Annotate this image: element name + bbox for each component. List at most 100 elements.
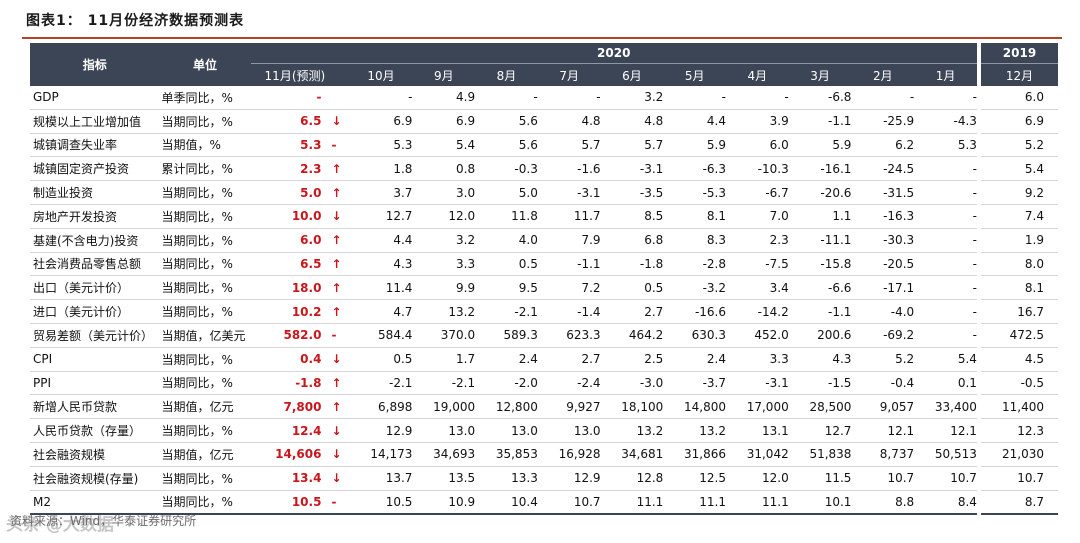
indicator-name: 社会消费品零售总额	[30, 252, 160, 277]
forecast-value: -1.8	[250, 371, 328, 396]
indicator-unit: 当期同比，%	[159, 418, 251, 443]
trend-arrow-icon: ↑	[327, 275, 350, 301]
monthly-value: 0.8	[412, 156, 476, 182]
monthly-value: 0.5	[600, 275, 664, 301]
monthly-value: 11.8	[475, 204, 538, 229]
indicator-unit: 当期值，%	[159, 133, 251, 158]
monthly-value: -25.9	[851, 109, 915, 134]
indicator-name: 出口（美元计价）	[30, 275, 160, 301]
header-month: 7月	[537, 63, 601, 86]
monthly-value: -	[914, 252, 977, 277]
dec-2019-value: 4.5	[980, 347, 1058, 372]
monthly-value: -	[349, 86, 413, 110]
monthly-value: 3.7	[349, 180, 413, 205]
monthly-value: 12.0	[726, 466, 789, 491]
indicator-unit: 当期值，亿元	[159, 442, 251, 467]
monthly-value: 2.5	[600, 347, 664, 372]
indicator-name: CPI	[30, 347, 160, 372]
monthly-value: 34,681	[600, 442, 664, 467]
trend-arrow-icon: ↑	[327, 156, 350, 182]
monthly-value: 2.7	[600, 299, 664, 324]
header-month: 3月	[788, 63, 852, 86]
header-indicator: 指标	[30, 43, 160, 86]
trend-arrow-icon: ↓	[327, 466, 350, 491]
monthly-value: 4.3	[788, 347, 852, 372]
monthly-value: 10.4	[475, 490, 538, 516]
header-month: 6月	[600, 63, 664, 86]
monthly-value: -16.3	[851, 204, 915, 229]
forecast-value: 5.3	[250, 133, 328, 158]
table-row: 社会消费品零售总额 当期同比，% 6.5 ↑ 4.3 3.3 0.5 -1.1 -1.8 -2.8…	[30, 252, 1058, 277]
monthly-value: 5.7	[537, 133, 601, 158]
monthly-value: 3.0	[412, 180, 476, 205]
monthly-value: 10.9	[412, 490, 476, 516]
monthly-value: 10.5	[349, 490, 413, 516]
forecast-value: 6.0	[250, 228, 328, 253]
monthly-value: 623.3	[537, 323, 601, 348]
indicator-name: M2	[30, 490, 160, 516]
monthly-value: -3.0	[600, 371, 664, 396]
monthly-value: -31.5	[851, 180, 915, 205]
table-row: 城镇调查失业率 当期值，% 5.3-5.3 5.4 5.6 5.7 5.7 5.9 6.0 5.9…	[30, 133, 1058, 158]
monthly-value: 7.2	[537, 275, 601, 301]
monthly-value: -2.1	[412, 371, 476, 396]
monthly-value: 12.0	[412, 204, 476, 229]
trend-arrow-icon: ↑	[327, 371, 350, 396]
monthly-value: -	[537, 86, 601, 110]
indicator-name: 社会融资规模(存量)	[30, 466, 160, 491]
monthly-value: 10.7	[537, 490, 601, 516]
monthly-value: 13.0	[475, 418, 538, 443]
indicator-unit: 当期值，亿美元	[159, 323, 251, 348]
table-row: M2 当期同比，% 10.5-10.5 10.9 10.4 10.7 11.1 11.1 11.…	[30, 490, 1058, 516]
monthly-value: 6.0	[726, 133, 789, 158]
monthly-value: 2.4	[475, 347, 538, 372]
trend-arrow-icon: ↓	[327, 347, 350, 372]
indicator-name: PPI	[30, 371, 160, 396]
monthly-value: -1.1	[788, 109, 852, 134]
monthly-value: -	[475, 86, 538, 110]
monthly-value: 5.7	[600, 133, 664, 158]
monthly-value: -2.8	[663, 252, 726, 277]
monthly-value: 7.9	[537, 228, 601, 253]
table-row: 出口（美元计价） 当期同比，% 18.0 ↑ 11.4 9.9 9.5 7.2 0.5 -3.2 3…	[30, 275, 1058, 301]
header-month: 9月	[412, 63, 476, 86]
source-note: 资料来源：Wind，华泰证券研究所	[10, 514, 197, 528]
indicator-unit: 当期同比，%	[159, 109, 251, 134]
monthly-value: -	[914, 299, 977, 324]
table-row: 贸易差额（美元计价） 当期值，亿美元 582.0-584.4 370.0 589.3 62…	[30, 323, 1058, 348]
monthly-value: -5.3	[663, 180, 726, 205]
monthly-value: 13.1	[726, 418, 789, 443]
dec-2019-value: 16.7	[980, 299, 1058, 324]
monthly-value: -0.4	[851, 371, 915, 396]
monthly-value: 8.4	[914, 490, 977, 516]
monthly-value: -3.1	[537, 180, 601, 205]
forecast-value: 18.0	[250, 275, 328, 301]
monthly-value: 3.2	[412, 228, 476, 253]
forecast-value: 6.5	[250, 109, 328, 134]
monthly-value: -24.5	[851, 156, 915, 182]
monthly-value: 8,737	[851, 442, 915, 467]
monthly-value: -20.5	[851, 252, 915, 277]
monthly-value: 11.1	[663, 490, 726, 516]
forecast-value: 5.0	[250, 180, 328, 205]
monthly-value: 3.2	[600, 86, 664, 110]
monthly-value: 2.7	[537, 347, 601, 372]
dec-2019-value: 8.0	[980, 252, 1058, 277]
monthly-value: -4.3	[914, 109, 977, 134]
monthly-value: 5.4	[914, 347, 977, 372]
trend-arrow-icon: ↑	[327, 228, 350, 253]
table-row: 房地产开发投资 当期同比，% 10.0 ↓ 12.7 12.0 11.8 11.7 8.5 8.1…	[30, 204, 1058, 229]
monthly-value: 452.0	[726, 323, 789, 348]
forecast-value: 2.3	[250, 156, 328, 182]
forecast-value: 13.4	[250, 466, 328, 491]
indicator-name: GDP	[30, 86, 160, 110]
header-month-2019: 12月	[980, 63, 1058, 86]
monthly-value: 4.3	[349, 252, 413, 277]
dec-2019-value: 472.5	[980, 323, 1058, 348]
header-month: 10月	[349, 63, 413, 86]
monthly-value: 11.4	[349, 275, 413, 301]
trend-arrow-icon: ↑	[327, 180, 350, 205]
trend-arrow-icon: -	[327, 133, 350, 158]
monthly-value: 4.4	[663, 109, 726, 134]
monthly-value: -1.5	[788, 371, 852, 396]
